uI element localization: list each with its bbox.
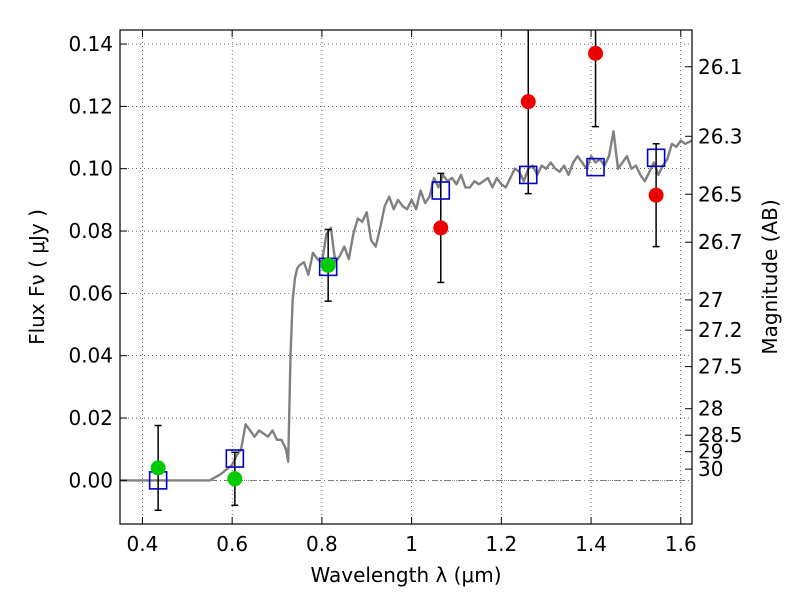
model-flux-square	[586, 157, 605, 177]
magnitude-tick-label: 27.2	[698, 318, 743, 342]
observed-flux-point	[520, 94, 536, 110]
magnitude-tick-label: 27.5	[698, 355, 743, 379]
error-bars	[154, 30, 660, 512]
plot-area	[120, 30, 692, 512]
model-flux-square	[646, 148, 666, 168]
observed-flux-point	[320, 257, 336, 273]
grid-lines	[120, 30, 692, 524]
observed-flux-point	[433, 220, 449, 236]
y-tick-label: 0.14	[68, 32, 113, 56]
observed-flux-point	[648, 187, 664, 203]
y-tick-label: 0.12	[68, 94, 113, 118]
magnitude-tick-label: 27	[698, 288, 723, 312]
x-axis-ticks: 0.4 0.6 0.8 1 1.2 1.4 1.6	[127, 30, 697, 556]
y-axis-ticks: 0.00 0.02 0.04 0.06 0.08 0.10 0.12 0.14	[68, 32, 127, 492]
observed-flux-point	[588, 45, 604, 61]
x-tick-label: 1.6	[665, 532, 697, 556]
x-axis-label: Wavelength λ (μm)	[310, 563, 501, 587]
model-flux-square	[518, 165, 538, 185]
magnitude-tick-label: 26.1	[698, 55, 743, 79]
magnitude-axis-label: Magnitude (AB)	[758, 199, 782, 354]
y-tick-label: 0.08	[68, 219, 113, 243]
y-tick-label: 0.06	[68, 281, 113, 305]
model-sed-line	[120, 130, 692, 482]
magnitude-tick-label: 30	[698, 457, 723, 481]
model-flux-square	[431, 181, 451, 200]
x-tick-label: 0.8	[306, 532, 338, 556]
y-axis-label: Flux Fν ( μJy )	[25, 209, 49, 345]
y-tick-label: 0.00	[68, 468, 113, 492]
y-tick-label: 0.04	[68, 344, 113, 368]
magnitude-tick-label: 26.5	[698, 182, 743, 206]
x-tick-label: 1	[405, 532, 418, 556]
model-sed-polyline	[120, 130, 692, 482]
observed-flux-point	[227, 471, 243, 487]
y-tick-label: 0.02	[68, 406, 113, 430]
magnitude-tick-label: 26.3	[698, 124, 743, 148]
plot-frame	[119, 29, 693, 525]
magnitude-tick-label: 29	[698, 440, 723, 464]
y-tick-label: 0.10	[68, 157, 113, 181]
observed-flux-points	[150, 45, 664, 487]
x-tick-label: 0.6	[216, 532, 248, 556]
x-tick-label: 1.4	[575, 532, 607, 556]
model-flux-square	[225, 449, 245, 468]
x-tick-label: 1.2	[485, 532, 517, 556]
model-flux-squares	[148, 148, 666, 490]
magnitude-tick-label: 28	[698, 397, 723, 421]
magnitude-tick-label: 26.7	[698, 230, 743, 254]
x-tick-label: 0.4	[127, 532, 159, 556]
magnitude-tick-label: 28.5	[698, 423, 743, 447]
observed-flux-point	[150, 460, 166, 476]
